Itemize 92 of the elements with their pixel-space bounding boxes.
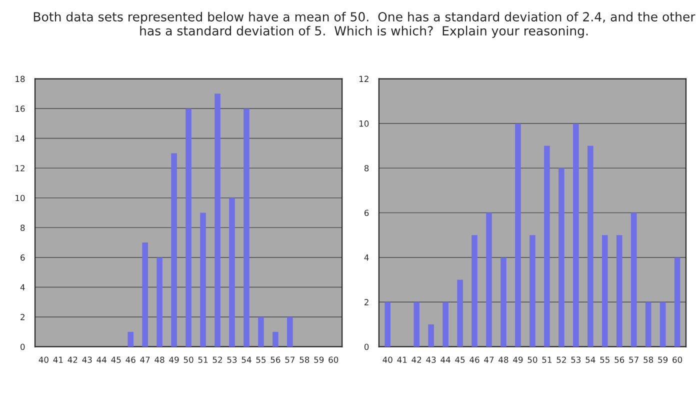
bar bbox=[384, 302, 391, 347]
x-tick-label: 44 bbox=[440, 356, 450, 363]
x-tick-label: 49 bbox=[169, 356, 179, 363]
x-tick-label: 53 bbox=[571, 356, 581, 363]
bar bbox=[214, 94, 220, 347]
x-tick-label: 51 bbox=[542, 356, 552, 363]
y-tick-label: 14 bbox=[16, 135, 25, 142]
x-tick-label: 46 bbox=[470, 356, 480, 363]
x-tick-label: 49 bbox=[513, 356, 523, 363]
bar bbox=[186, 108, 192, 347]
bar bbox=[272, 332, 278, 347]
bar bbox=[142, 242, 148, 347]
x-tick-label: 51 bbox=[198, 356, 208, 363]
x-tick-label: 44 bbox=[96, 356, 106, 363]
bar bbox=[674, 257, 680, 347]
bar bbox=[530, 235, 536, 347]
bar bbox=[486, 212, 492, 347]
x-tick-label: 59 bbox=[314, 356, 324, 363]
y-tick-label: 8 bbox=[364, 165, 369, 172]
bar bbox=[588, 146, 594, 347]
bar bbox=[645, 302, 652, 347]
x-tick-label: 50 bbox=[184, 356, 194, 363]
y-tick-label: 10 bbox=[360, 120, 369, 127]
bar bbox=[229, 198, 235, 347]
x-tick-label: 54 bbox=[242, 356, 252, 363]
bar bbox=[515, 123, 521, 347]
bar bbox=[287, 316, 293, 347]
x-tick-label: 59 bbox=[658, 356, 668, 363]
bar bbox=[602, 235, 608, 347]
x-tick-label: 56 bbox=[614, 356, 624, 363]
x-tick-label: 40 bbox=[382, 356, 392, 363]
x-tick-label: 42 bbox=[68, 356, 78, 363]
y-tick-label: 6 bbox=[20, 254, 25, 261]
x-tick-label: 52 bbox=[212, 356, 222, 363]
bar bbox=[414, 302, 420, 347]
y-tick-label: 18 bbox=[16, 76, 25, 82]
y-tick-label: 0 bbox=[364, 344, 369, 350]
y-tick-label: 4 bbox=[364, 254, 369, 261]
x-tick-label: 48 bbox=[154, 356, 164, 363]
y-tick-label: 0 bbox=[20, 344, 25, 350]
x-tick-label: 57 bbox=[285, 356, 295, 363]
x-tick-label: 54 bbox=[586, 356, 596, 363]
y-tick-label: 10 bbox=[16, 194, 25, 202]
bar bbox=[156, 257, 162, 347]
x-tick-label: 60 bbox=[328, 356, 338, 363]
x-tick-label: 45 bbox=[111, 356, 121, 363]
bar bbox=[128, 332, 134, 347]
x-tick-label: 53 bbox=[227, 356, 237, 363]
x-tick-label: 47 bbox=[484, 356, 494, 363]
bar bbox=[544, 146, 550, 347]
y-tick-label: 2 bbox=[20, 314, 24, 320]
bar bbox=[472, 235, 478, 347]
x-tick-label: 58 bbox=[300, 356, 310, 363]
x-tick-label: 50 bbox=[528, 356, 538, 363]
x-tick-label: 55 bbox=[256, 356, 266, 363]
bar bbox=[558, 168, 564, 347]
y-tick-label: 8 bbox=[20, 224, 25, 231]
bar bbox=[442, 302, 448, 347]
x-tick-label: 46 bbox=[126, 356, 136, 363]
bar bbox=[500, 257, 506, 347]
y-tick-label: 16 bbox=[16, 106, 25, 112]
y-tick-label: 12 bbox=[360, 76, 368, 82]
x-tick-label: 43 bbox=[426, 356, 436, 363]
y-tick-label: 2 bbox=[364, 299, 368, 306]
x-tick-label: 41 bbox=[397, 356, 407, 363]
x-tick-label: 58 bbox=[644, 356, 654, 363]
y-tick-label: 12 bbox=[16, 165, 24, 172]
y-tick-label: 6 bbox=[364, 210, 369, 216]
x-tick-label: 52 bbox=[556, 356, 566, 363]
x-tick-label: 42 bbox=[412, 356, 422, 363]
chart-title: Both data sets represented below have a mean of 50. One has a standard deviation of 2.4, and the other has a standard deviation of 5. Which is which? Explain your reasoning. bbox=[34, 12, 696, 38]
x-tick-label: 57 bbox=[629, 356, 638, 363]
bar bbox=[457, 280, 463, 347]
y-tick-label: 4 bbox=[20, 284, 25, 290]
bar bbox=[573, 123, 579, 347]
x-tick-label: 41 bbox=[53, 356, 63, 363]
x-tick-label: 45 bbox=[455, 356, 465, 363]
x-tick-label: 56 bbox=[270, 356, 280, 363]
bar bbox=[171, 153, 177, 347]
bar bbox=[428, 324, 434, 347]
bar bbox=[244, 108, 250, 347]
bar bbox=[630, 212, 637, 347]
x-tick-label: 40 bbox=[38, 356, 48, 363]
bar bbox=[200, 212, 206, 347]
x-tick-label: 48 bbox=[498, 356, 508, 363]
bar bbox=[258, 316, 264, 347]
x-tick-label: 47 bbox=[140, 356, 150, 363]
x-tick-label: 43 bbox=[82, 356, 92, 363]
bar bbox=[616, 235, 622, 347]
x-tick-label: 60 bbox=[672, 356, 682, 363]
bar bbox=[660, 302, 666, 347]
x-tick-label: 55 bbox=[600, 356, 610, 363]
